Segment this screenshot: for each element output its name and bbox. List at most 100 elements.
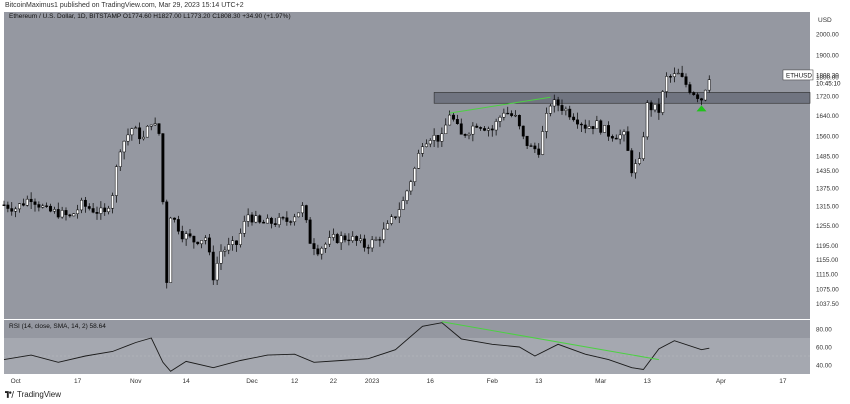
candle <box>653 104 657 111</box>
candle <box>378 239 382 241</box>
candle <box>502 112 506 118</box>
candle <box>316 248 320 255</box>
candle <box>134 127 138 129</box>
candle <box>103 207 107 213</box>
candle <box>506 112 510 115</box>
symbol-title: Ethereum / U.S. Dollar, 1D, BITSTAMP <box>9 13 122 20</box>
candle <box>157 123 161 134</box>
candle <box>320 247 324 255</box>
time-tick-label: Apr <box>716 378 727 385</box>
candle <box>424 143 428 147</box>
candle <box>95 212 99 214</box>
candle <box>138 127 142 140</box>
candle <box>351 236 355 242</box>
candle <box>463 134 467 136</box>
candle <box>200 240 204 245</box>
rsi-tick-label: 60.00 <box>816 344 832 351</box>
candle <box>560 105 564 111</box>
candle <box>680 72 684 77</box>
price-tick-label: 1075.00 <box>816 287 839 294</box>
price-tick-label: 1560.00 <box>816 133 839 140</box>
price-tick-label: 1640.00 <box>816 113 839 120</box>
time-tick-label: 22 <box>330 378 338 385</box>
candle <box>37 204 41 208</box>
ohlc-values: O1774.60 H1827.00 L1773.20 C1808.30 +34.… <box>122 13 291 20</box>
candle <box>661 91 665 113</box>
candle <box>297 212 300 218</box>
time-tick-label: 2023 <box>365 378 380 385</box>
candle <box>607 125 610 137</box>
candle <box>444 124 448 135</box>
last-price-label: 1808.30 <box>816 72 839 79</box>
candle <box>277 217 281 225</box>
candle <box>421 146 424 154</box>
candle <box>490 128 494 131</box>
price-tick-label: 1115.00 <box>816 272 838 279</box>
candle <box>672 73 676 77</box>
candle <box>517 115 521 127</box>
candle <box>262 221 266 224</box>
candle <box>242 221 246 234</box>
candle <box>448 114 452 126</box>
candle <box>626 131 630 151</box>
candle <box>107 207 111 213</box>
candle <box>304 205 308 221</box>
candle <box>475 125 479 128</box>
candle <box>165 201 169 283</box>
candle <box>618 134 622 140</box>
candle <box>161 133 165 203</box>
time-tick-label: Dec <box>246 378 258 385</box>
candle <box>583 124 587 129</box>
candle <box>173 217 176 220</box>
candle <box>595 120 599 129</box>
candle <box>25 198 29 206</box>
candle <box>359 238 362 241</box>
candle <box>576 119 579 125</box>
candle <box>374 239 378 241</box>
candle <box>432 135 436 141</box>
candle <box>111 195 114 209</box>
time-tick-label: 13 <box>535 378 543 385</box>
candle <box>537 148 541 155</box>
countdown-label: 10:45:10 <box>816 80 841 87</box>
candle <box>649 102 653 111</box>
candle <box>204 237 207 241</box>
candle <box>417 153 421 169</box>
candle <box>246 214 250 222</box>
candle <box>614 137 618 140</box>
candle <box>118 151 122 167</box>
candle <box>556 99 560 106</box>
candle <box>529 145 533 147</box>
candle <box>211 251 215 281</box>
candle <box>196 241 200 245</box>
candle <box>192 235 196 243</box>
time-tick-label: 17 <box>779 378 787 385</box>
candle <box>60 210 64 218</box>
candle <box>87 206 91 209</box>
price-tick-label: 1255.00 <box>816 223 839 230</box>
candle <box>223 249 227 252</box>
candle <box>343 235 347 241</box>
time-tick-label: Oct <box>11 378 21 385</box>
candle <box>235 240 238 245</box>
candle <box>684 76 688 85</box>
candle <box>521 125 525 137</box>
candle <box>610 136 614 139</box>
price-tick-label: 1800.00 <box>816 75 839 82</box>
price-panel[interactable] <box>4 12 810 319</box>
candle <box>657 104 661 113</box>
candle <box>324 243 328 249</box>
candle <box>638 158 641 164</box>
candle <box>231 240 235 245</box>
candle <box>219 251 223 264</box>
candle <box>76 209 80 215</box>
candle <box>564 108 568 111</box>
rsi-line <box>3 322 710 372</box>
price-trendline <box>449 96 551 114</box>
candle <box>269 217 273 224</box>
candle <box>413 168 417 182</box>
candle <box>33 201 37 205</box>
candle <box>455 119 459 124</box>
